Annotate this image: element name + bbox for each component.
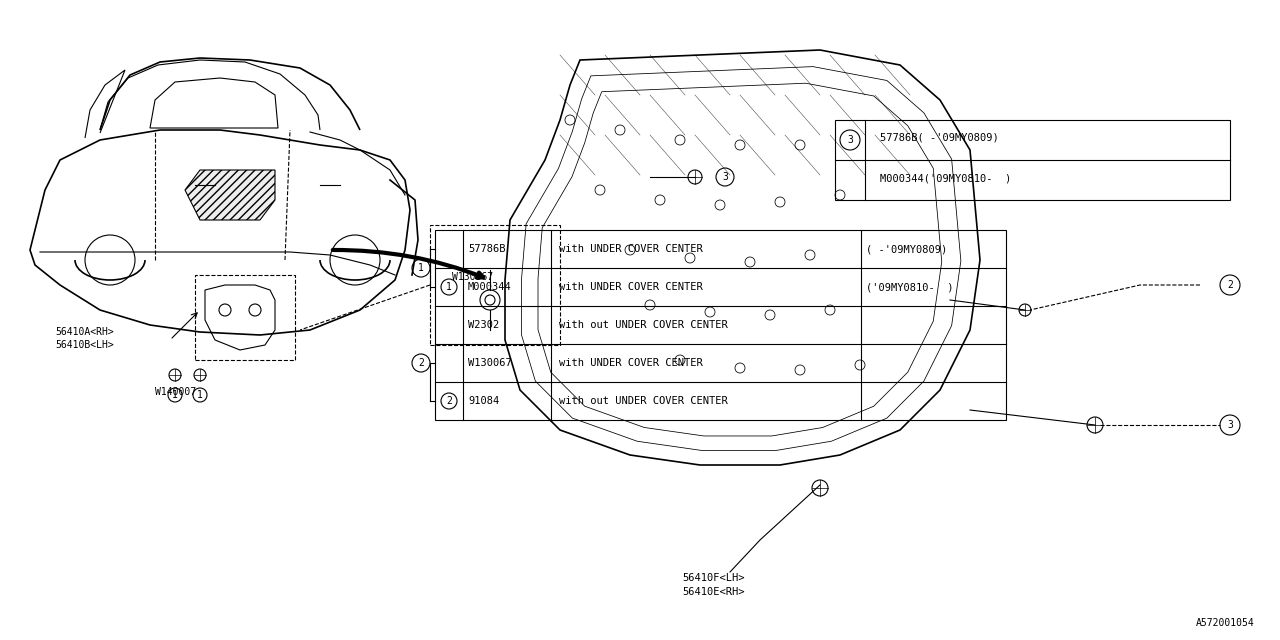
Text: W140007: W140007 — [155, 387, 196, 397]
Text: with UNDER COVER CENTER: with UNDER COVER CENTER — [559, 282, 703, 292]
Bar — [435, 230, 1006, 420]
Text: W130067: W130067 — [468, 358, 512, 368]
Text: 2: 2 — [445, 396, 452, 406]
Text: 91084: 91084 — [468, 396, 499, 406]
Text: with UNDER COVER CENTER: with UNDER COVER CENTER — [559, 358, 703, 368]
Text: W130067: W130067 — [452, 272, 493, 282]
Polygon shape — [186, 170, 275, 220]
Text: 1: 1 — [419, 263, 424, 273]
Text: 56410F<LH>: 56410F<LH> — [682, 573, 745, 583]
Text: 2: 2 — [419, 358, 424, 368]
Text: 57786B: 57786B — [468, 244, 506, 254]
Text: 1: 1 — [445, 282, 452, 292]
Text: 3: 3 — [1228, 420, 1233, 430]
Text: with out UNDER COVER CENTER: with out UNDER COVER CENTER — [559, 320, 728, 330]
Text: 56410B<LH>: 56410B<LH> — [55, 340, 114, 350]
Text: ( -'09MY0809): ( -'09MY0809) — [867, 244, 947, 254]
Text: 3: 3 — [847, 135, 852, 145]
Text: 1: 1 — [197, 390, 204, 400]
Text: A572001054: A572001054 — [1197, 618, 1254, 628]
Text: M000344: M000344 — [468, 282, 512, 292]
Text: 2: 2 — [1228, 280, 1233, 290]
Text: ('09MY0810-  ): ('09MY0810- ) — [867, 282, 954, 292]
Bar — [835, 120, 1230, 200]
Text: with out UNDER COVER CENTER: with out UNDER COVER CENTER — [559, 396, 728, 406]
Text: 3: 3 — [722, 172, 728, 182]
Text: M000344('09MY0810-  ): M000344('09MY0810- ) — [881, 173, 1011, 183]
Text: 56410E<RH>: 56410E<RH> — [682, 587, 745, 597]
Text: 1: 1 — [172, 390, 178, 400]
Text: 56410A<RH>: 56410A<RH> — [55, 327, 114, 337]
Text: W2302: W2302 — [468, 320, 499, 330]
Bar — [430, 225, 561, 345]
Text: with UNDER COVER CENTER: with UNDER COVER CENTER — [559, 244, 703, 254]
Text: 57786B( -'09MY0809): 57786B( -'09MY0809) — [881, 132, 998, 142]
